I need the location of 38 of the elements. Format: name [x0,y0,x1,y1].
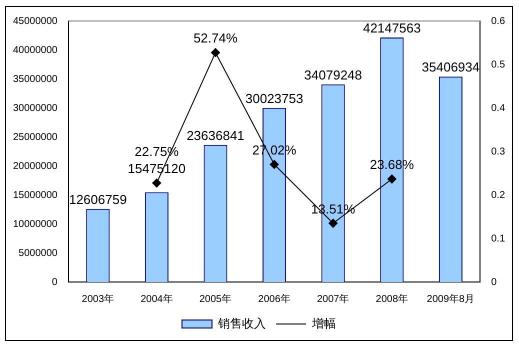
y-tick-label: 25000000 [12,132,58,143]
y-tick-label: 0 [52,276,58,288]
y-tick-label: 30000000 [12,102,58,114]
y2-tick-label: 0.5 [491,59,506,70]
data-label: 30023753 [245,90,304,106]
x-tick-label: 2007年 [316,292,350,305]
y-tick-label: 45000000 [12,16,58,27]
data-label: 35406934 [422,60,480,75]
data-label: 42147563 [362,20,421,36]
x-tick-label: 2005年 [199,292,232,305]
point [152,178,162,188]
y-tick-label: 20000000 [12,160,58,172]
point [387,174,396,184]
y2-tick-label: 0 [491,276,498,288]
y-tick-label: 10000000 [12,218,58,230]
y2-tick-label: 0.4 [491,102,506,114]
point [328,218,338,228]
x-tick-label: 2004年 [140,292,173,305]
y-tick-label: 35000000 [12,74,58,85]
y-tick-label: 15000000 [12,190,58,201]
point [270,160,279,169]
legend-label: 增幅 [311,316,336,330]
data-label: 12606759 [68,192,127,207]
x-tick-label: 2006年 [258,292,290,305]
data-label: 52.74% [193,30,238,46]
y2-tick-label: 0.1 [491,233,506,244]
data-label: 23636841 [186,128,244,143]
y-tick-label: 40000000 [12,44,58,56]
data-label: 34079248 [304,67,362,82]
y-tick-label: 5000000 [18,248,58,259]
legend-label: 销售收入 [217,316,266,330]
y2-tick-label: 0.2 [491,190,506,201]
y2-tick-label: 0.3 [491,146,506,158]
x-tick-label: 2008年 [376,292,408,305]
point [210,48,220,58]
x-tick-label: 2003年 [82,292,114,305]
y2-tick-label: 0.6 [491,16,506,27]
x-tick-label: 2009年8月 [426,292,475,305]
